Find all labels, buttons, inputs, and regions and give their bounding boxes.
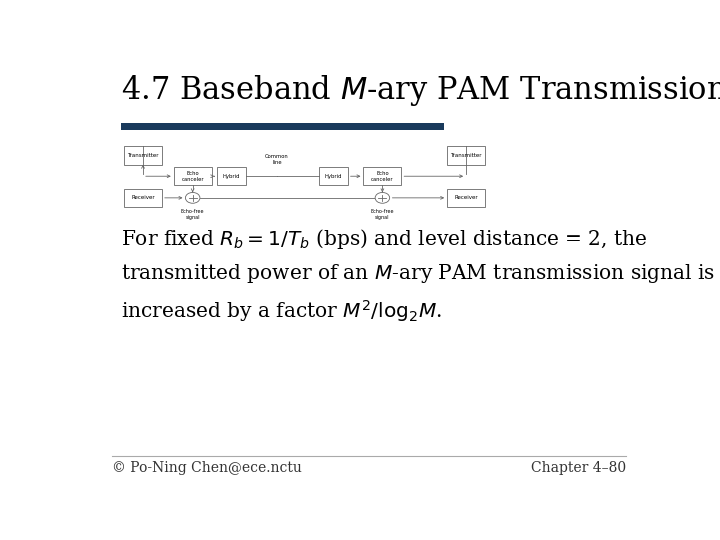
Text: 4.7 Baseband $\mathit{M}$-ary PAM Transmission: 4.7 Baseband $\mathit{M}$-ary PAM Transm…	[121, 73, 720, 109]
Text: Common
line: Common line	[265, 154, 289, 165]
Text: increased by a factor $\mathit{M}^2/\log_2\!\mathit{M}$.: increased by a factor $\mathit{M}^2/\log…	[121, 298, 441, 323]
Text: Echo
canceler: Echo canceler	[371, 171, 394, 181]
Text: For fixed $\mathit{R}_b = 1/\mathit{T}_b$ (bps) and level distance = 2, the: For fixed $\mathit{R}_b = 1/\mathit{T}_b…	[121, 227, 647, 251]
Text: Chapter 4–80: Chapter 4–80	[531, 461, 626, 475]
Text: Hybrid: Hybrid	[223, 174, 240, 179]
FancyBboxPatch shape	[174, 167, 212, 185]
Text: Echo-free
signal: Echo-free signal	[371, 210, 394, 220]
FancyBboxPatch shape	[124, 188, 162, 207]
Text: Transmitter: Transmitter	[450, 153, 482, 158]
FancyBboxPatch shape	[319, 167, 348, 185]
Circle shape	[375, 192, 390, 203]
FancyBboxPatch shape	[121, 124, 444, 130]
Text: Receiver: Receiver	[454, 195, 478, 200]
Text: Echo-free
signal: Echo-free signal	[181, 210, 204, 220]
FancyBboxPatch shape	[364, 167, 401, 185]
Circle shape	[186, 192, 200, 203]
FancyBboxPatch shape	[447, 146, 485, 165]
Text: © Po-Ning Chen@ece.nctu: © Po-Ning Chen@ece.nctu	[112, 461, 302, 475]
FancyBboxPatch shape	[217, 167, 246, 185]
Text: Receiver: Receiver	[131, 195, 155, 200]
Text: transmitted power of an $\mathit{M}$-ary PAM transmission signal is: transmitted power of an $\mathit{M}$-ary…	[121, 262, 715, 285]
Text: Echo
canceler: Echo canceler	[181, 171, 204, 181]
Text: Hybrid: Hybrid	[325, 174, 342, 179]
Text: Transmitter: Transmitter	[127, 153, 158, 158]
FancyBboxPatch shape	[447, 188, 485, 207]
FancyBboxPatch shape	[124, 146, 162, 165]
